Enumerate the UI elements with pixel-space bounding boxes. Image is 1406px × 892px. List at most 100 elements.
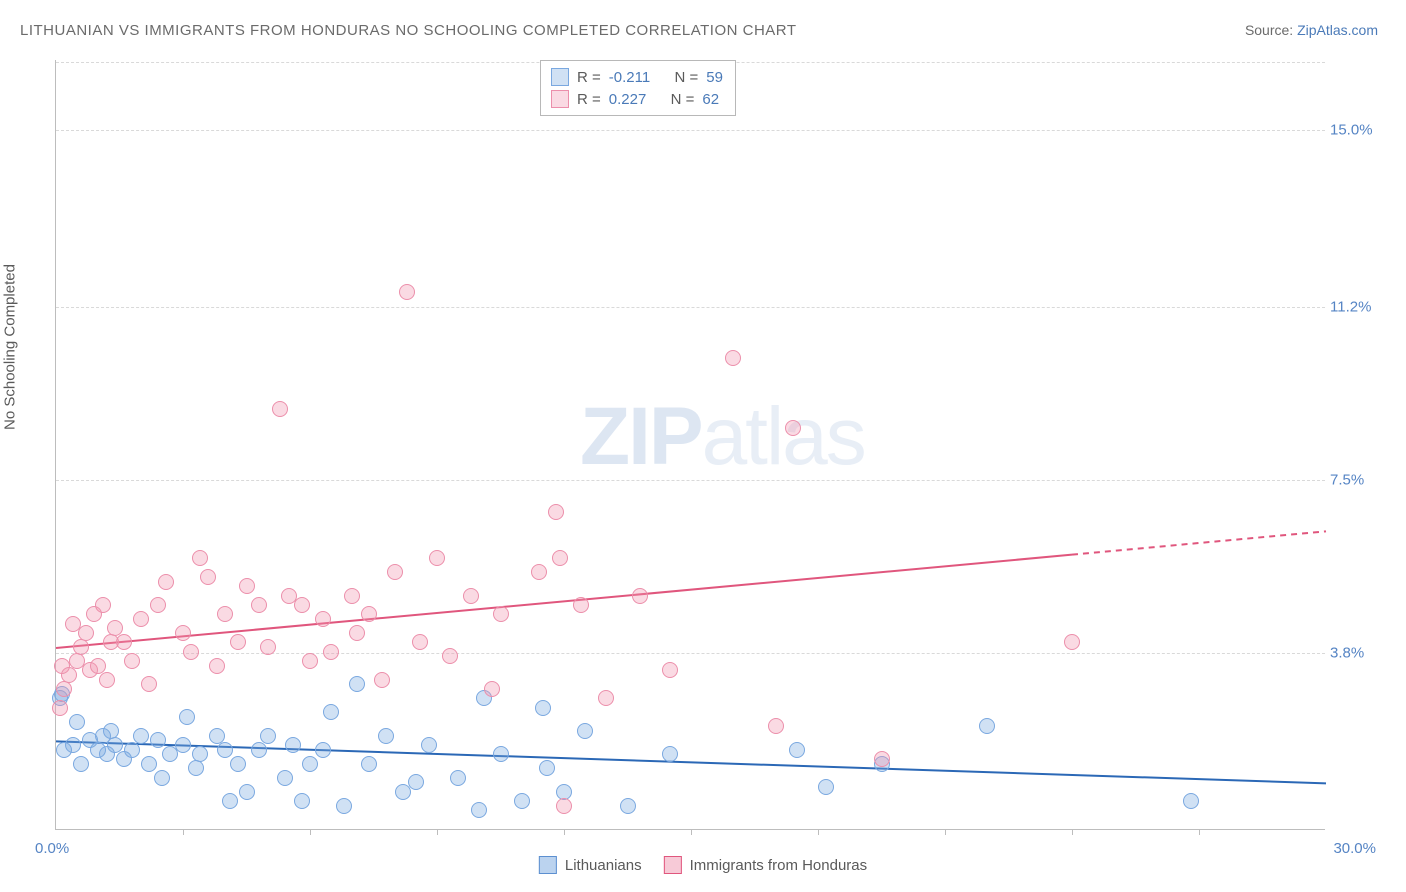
legend-series: LithuaniansImmigrants from Honduras <box>539 856 867 874</box>
data-point <box>818 779 834 795</box>
x-tick <box>310 829 311 835</box>
data-point <box>463 588 479 604</box>
data-point <box>188 760 204 776</box>
data-point <box>552 550 568 566</box>
data-point <box>421 737 437 753</box>
data-point <box>217 742 233 758</box>
data-point <box>230 634 246 650</box>
gridline <box>56 307 1325 308</box>
data-point <box>200 569 216 585</box>
n-label: N = <box>675 69 699 86</box>
data-point <box>1064 634 1080 650</box>
data-point <box>251 742 267 758</box>
data-point <box>99 672 115 688</box>
data-point <box>141 756 157 772</box>
data-point <box>209 658 225 674</box>
data-point <box>484 681 500 697</box>
x-tick <box>1072 829 1073 835</box>
data-point <box>323 644 339 660</box>
r-label: R = <box>577 91 601 108</box>
data-point <box>874 751 890 767</box>
legend-series-item: Lithuanians <box>539 856 642 874</box>
data-point <box>272 401 288 417</box>
legend-stats: R = -0.211 N = 59R = 0.227 N = 62 <box>540 60 736 116</box>
data-point <box>323 704 339 720</box>
data-point <box>577 723 593 739</box>
data-point <box>361 756 377 772</box>
y-axis-title: No Schooling Completed <box>2 264 19 430</box>
data-point <box>662 662 678 678</box>
data-point <box>598 690 614 706</box>
data-point <box>620 798 636 814</box>
data-point <box>662 746 678 762</box>
data-point <box>192 746 208 762</box>
data-point <box>150 597 166 613</box>
data-point <box>192 550 208 566</box>
legend-swatch <box>539 856 557 874</box>
x-tick <box>1199 829 1200 835</box>
data-point <box>493 606 509 622</box>
chart-title: LITHUANIAN VS IMMIGRANTS FROM HONDURAS N… <box>20 22 797 39</box>
data-point <box>95 597 111 613</box>
data-point <box>302 653 318 669</box>
legend-stats-row: R = 0.227 N = 62 <box>551 88 723 110</box>
data-point <box>336 798 352 814</box>
data-point <box>179 709 195 725</box>
r-value: 0.227 <box>609 91 647 108</box>
data-point <box>979 718 995 734</box>
data-point <box>573 597 589 613</box>
data-point <box>260 728 276 744</box>
data-point <box>632 588 648 604</box>
data-point <box>315 611 331 627</box>
data-point <box>294 793 310 809</box>
gridline <box>56 653 1325 654</box>
source-link[interactable]: ZipAtlas.com <box>1297 22 1378 38</box>
y-tick-label: 11.2% <box>1330 299 1385 316</box>
data-point <box>399 284 415 300</box>
trend-line-extrapolated <box>1072 531 1326 554</box>
plot-area: 3.8%7.5%11.2%15.0% <box>55 60 1325 830</box>
data-point <box>539 760 555 776</box>
legend-swatch <box>664 856 682 874</box>
data-point <box>344 588 360 604</box>
data-point <box>429 550 445 566</box>
data-point <box>65 737 81 753</box>
data-point <box>141 676 157 692</box>
legend-swatch <box>551 90 569 108</box>
data-point <box>52 700 68 716</box>
x-axis-max-label: 30.0% <box>1333 840 1376 857</box>
gridline <box>56 480 1325 481</box>
data-point <box>294 597 310 613</box>
data-point <box>133 611 149 627</box>
data-point <box>175 737 191 753</box>
data-point <box>124 653 140 669</box>
data-point <box>230 756 246 772</box>
n-label: N = <box>671 91 695 108</box>
data-point <box>442 648 458 664</box>
data-point <box>69 714 85 730</box>
data-point <box>277 770 293 786</box>
n-value: 62 <box>702 91 719 108</box>
data-point <box>387 564 403 580</box>
data-point <box>471 802 487 818</box>
data-point <box>789 742 805 758</box>
data-point <box>285 737 301 753</box>
data-point <box>150 732 166 748</box>
y-tick-label: 3.8% <box>1330 644 1385 661</box>
data-point <box>251 597 267 613</box>
data-point <box>349 625 365 641</box>
data-point <box>785 420 801 436</box>
legend-series-label: Lithuanians <box>565 857 642 874</box>
x-tick <box>945 829 946 835</box>
data-point <box>361 606 377 622</box>
data-point <box>493 746 509 762</box>
gridline <box>56 130 1325 131</box>
source-attribution: Source: ZipAtlas.com <box>1245 22 1378 38</box>
x-tick <box>818 829 819 835</box>
x-tick <box>437 829 438 835</box>
data-point <box>514 793 530 809</box>
n-value: 59 <box>706 69 723 86</box>
x-tick <box>564 829 565 835</box>
data-point <box>408 774 424 790</box>
legend-swatch <box>551 68 569 86</box>
